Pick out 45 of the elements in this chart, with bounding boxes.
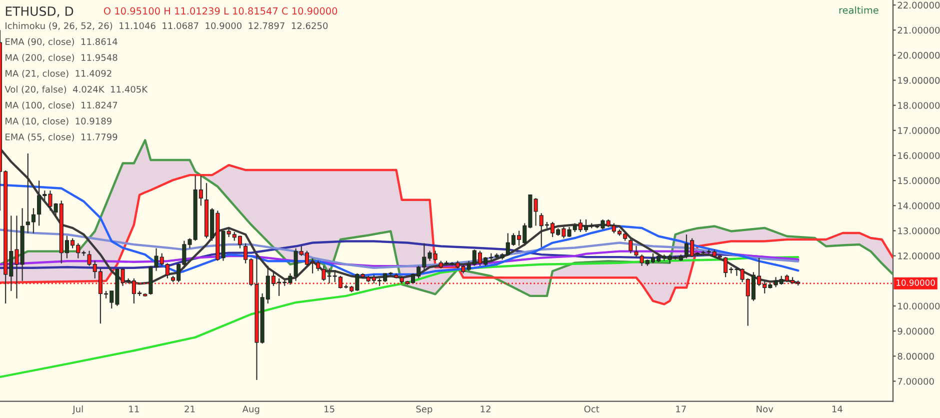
annotation: MA (21, close) 11.4092 — [6, 70, 112, 78]
y-tick-label: 18.00000 — [898, 102, 940, 109]
x-tick-label: Sep — [416, 406, 432, 414]
x-tick-label: 15 — [324, 406, 334, 412]
y-tick-label: 14.00000 — [898, 202, 940, 210]
annotation: EMA (55, close) 11.7799 — [6, 133, 118, 142]
line-series — [0, 184, 800, 278]
line-series — [0, 256, 800, 378]
line-series — [0, 228, 800, 269]
ref-line-label: 10.90000 — [896, 280, 935, 286]
x-tick-label: 17 — [676, 406, 686, 412]
annotation: O 10.95100 H 11.01239 L 10.81547 C 10.90000 — [104, 7, 338, 15]
chart-title: ETHUSD, D — [6, 6, 74, 18]
y-tick-label: 16.00000 — [898, 152, 940, 160]
candlestick — [634, 245, 638, 258]
x-tick-label: Nov — [756, 406, 774, 412]
y-tick-label: 9.00000 — [898, 328, 934, 335]
x-tick-label: Jul — [72, 405, 83, 414]
x-tick-label: 12 — [480, 406, 490, 412]
y-tick-label: 13.00000 — [898, 227, 940, 234]
annotation: EMA (90, close) 11.8614 — [6, 38, 118, 46]
annotation: realtime — [839, 6, 878, 14]
y-tick-label: 17.00000 — [898, 127, 940, 134]
y-tick-label: 21.00000 — [898, 26, 940, 34]
x-tick-label: 21 — [184, 406, 195, 412]
y-tick-label: 22.00000 — [898, 2, 940, 9]
candlestick — [628, 238, 633, 254]
y-tick-label: 8.00000 — [898, 352, 934, 360]
annotation: MA (200, close) 11.9548 — [6, 54, 118, 62]
y-tick-label: 19.00000 — [898, 76, 940, 84]
y-tick-label: 10.00000 — [898, 302, 940, 310]
candlestick — [165, 262, 170, 279]
candlestick — [534, 198, 538, 226]
x-tick-label: 11 — [129, 406, 139, 412]
annotation: Vol (20, false) 4.024K 11.405K — [4, 86, 148, 94]
x-tick-label: Aug — [242, 406, 260, 414]
x-tick-label: Oct — [584, 406, 600, 412]
x-tick-label: 14 — [832, 406, 842, 412]
annotation: MA (10, close) 10.9189 — [6, 117, 112, 126]
y-tick-label: 12.00000 — [898, 252, 940, 260]
y-tick-label: 7.00000 — [898, 378, 934, 385]
y-tick-label: 15.00000 — [898, 177, 940, 184]
annotation: MA (100, close) 11.8247 — [6, 102, 118, 110]
annotation: Ichimoku (9, 26, 52, 26) 11.1046 11.0687 10.9000 12.7897 12.6250 — [6, 22, 328, 30]
y-tick-label: 20.00000 — [898, 52, 940, 59]
